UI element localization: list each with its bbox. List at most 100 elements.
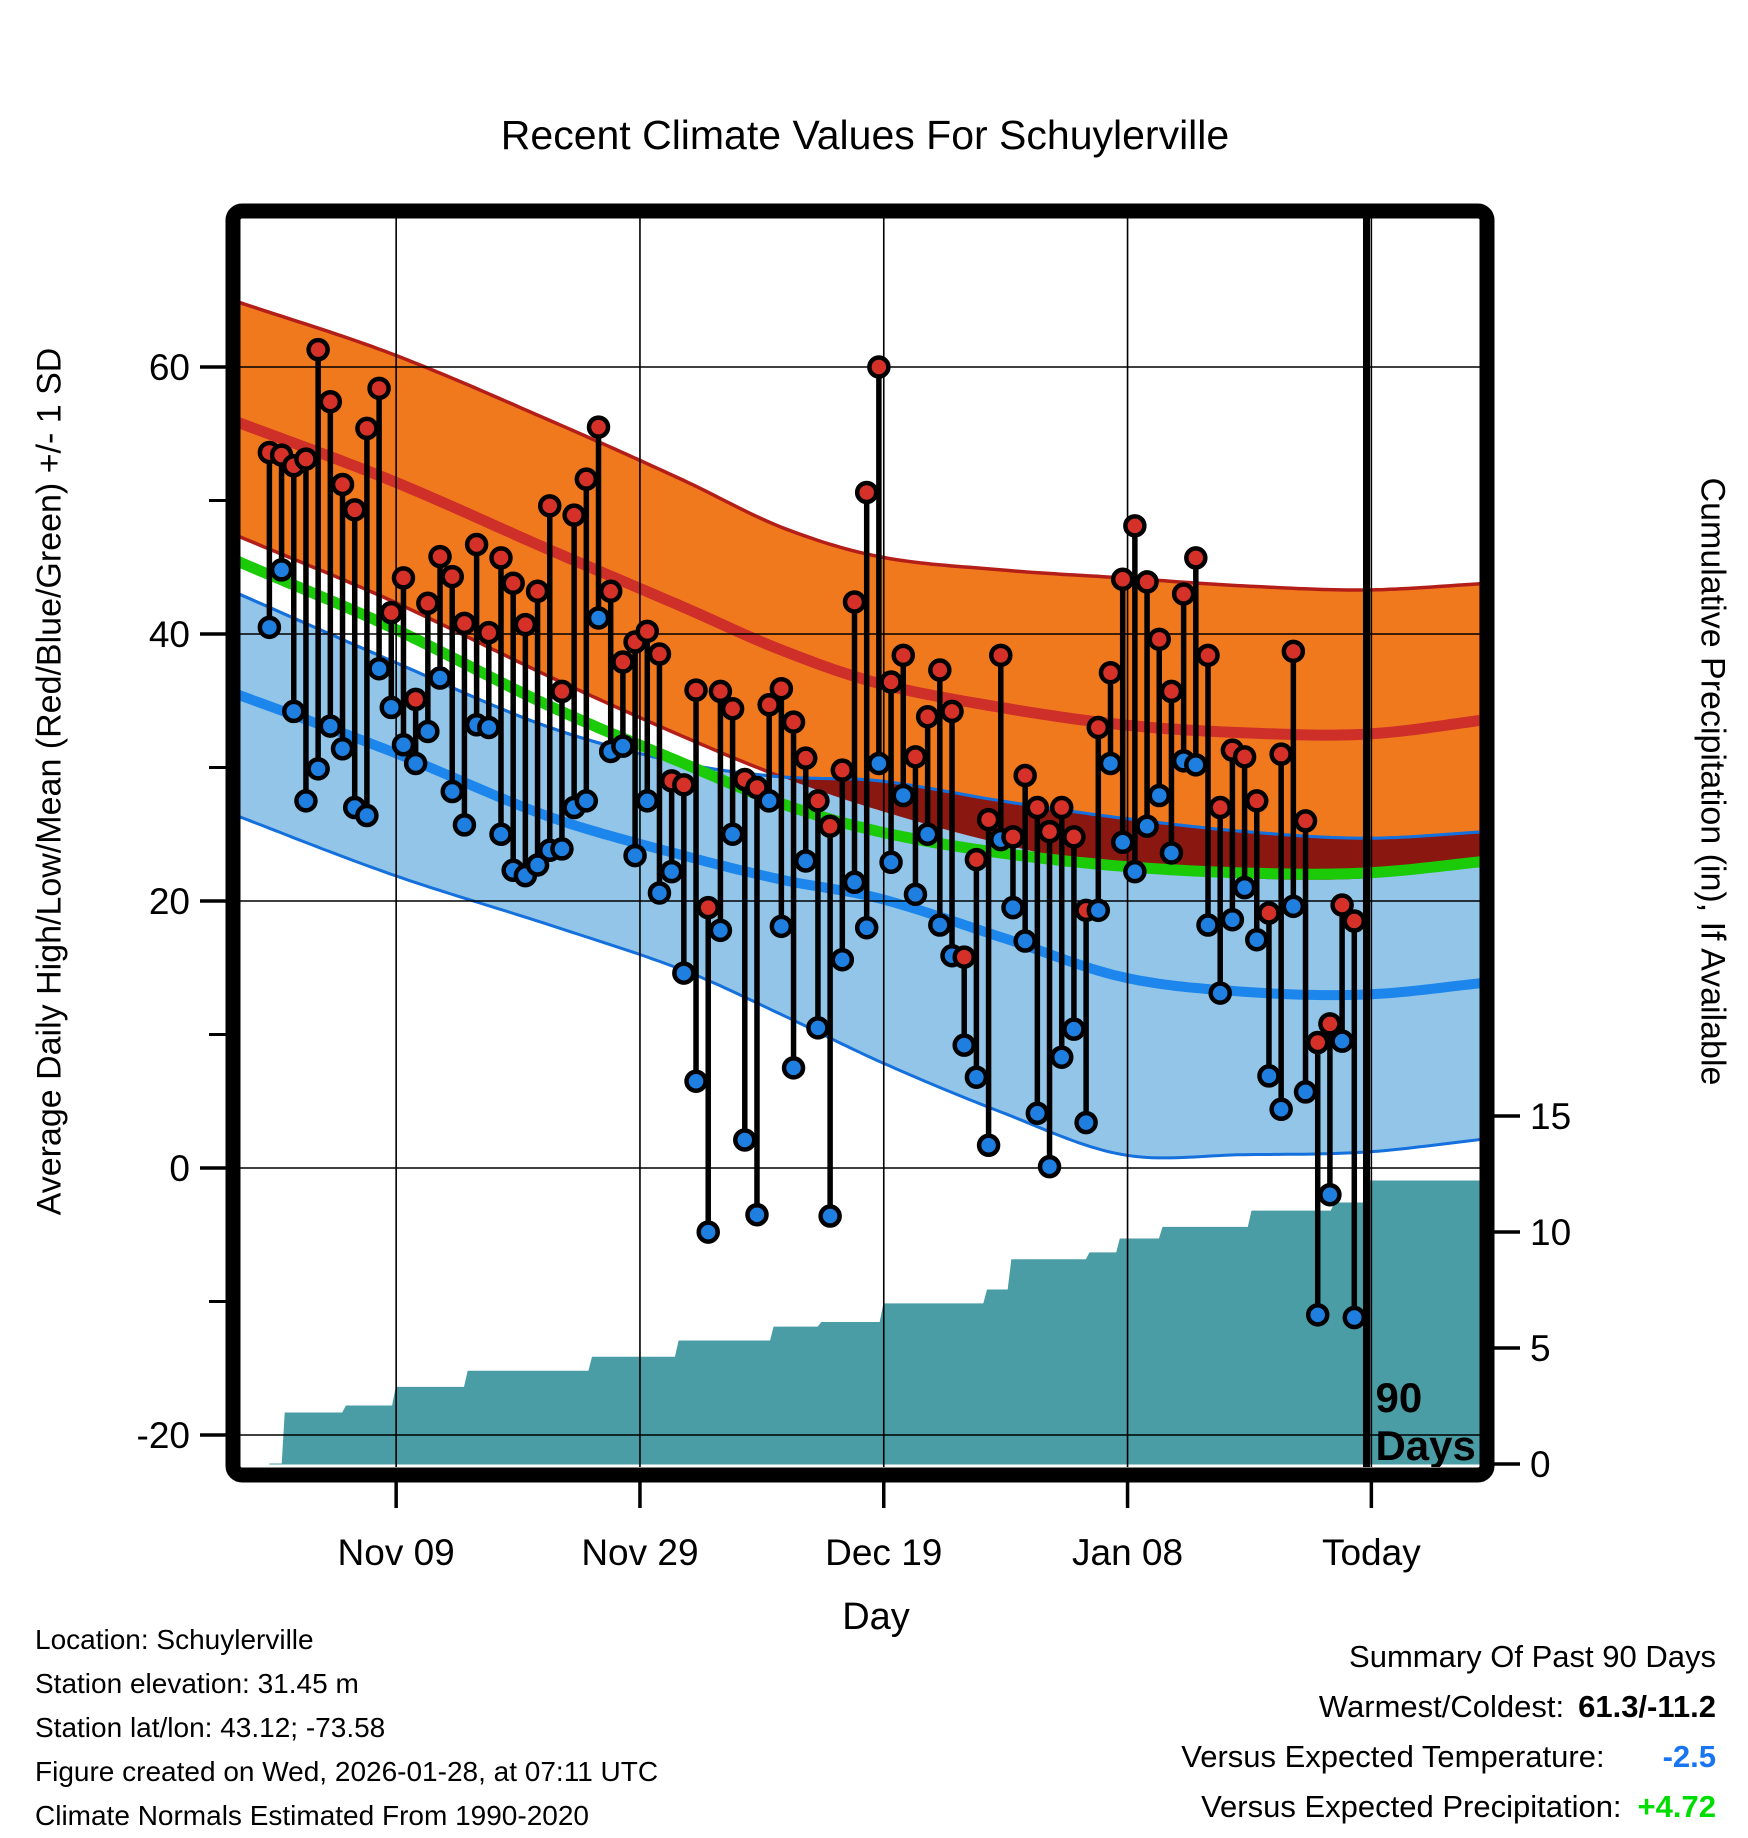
daily-stem [964,847,989,1089]
high-dot [842,590,867,614]
daily-stem [598,579,623,764]
low-dot [891,783,916,808]
ninety-day-label-line2: Days [1375,1422,1475,1469]
figure-created: Figure created on Wed, 2026-01-28, at 07… [35,1756,659,1787]
high-dot [1123,514,1147,538]
low-dot [1196,913,1220,937]
left-tick-label: 0 [169,1148,190,1189]
x-tick-label: Today [1322,1532,1421,1573]
low-dot [586,606,611,630]
expected-mean-line [240,556,1480,880]
low-dot [550,837,574,861]
daily-stem [501,571,525,883]
high-dot [1293,809,1318,833]
low-dot [745,1202,769,1227]
low-dot [1245,927,1269,952]
x-tick-label: Nov 29 [581,1532,698,1573]
daily-stem [635,619,660,813]
high-dot [1062,825,1086,849]
low-dot [1305,1303,1330,1327]
low-dot [867,751,891,776]
low-dot [1293,1080,1318,1104]
vs-precip-label: Versus Expected Precipitation: [1201,1789,1622,1824]
daily-stem [647,642,672,905]
high-dot [989,643,1013,668]
low-dot [672,961,696,985]
daily-stem [818,814,842,1228]
daily-stem [440,564,464,804]
daily-stem [1232,745,1257,900]
high-dot [403,687,428,712]
high-dot [891,643,916,668]
right-tick-label: 15 [1530,1096,1571,1137]
daily-stem [1293,809,1318,1104]
low-dot [379,695,404,720]
daily-stem [793,746,818,873]
daily-stem [806,789,830,1040]
summary-vs-precip: Versus Expected Precipitation: +4.72 [1181,1782,1716,1832]
low-dot [1013,929,1037,953]
daily-stem [489,546,513,846]
low-dot [1037,1154,1062,1179]
low-dot [428,666,452,690]
daily-stem [928,658,952,937]
daily-stems-group [257,337,1367,1330]
low-dot [355,803,379,828]
high-dot [867,355,891,379]
daily-stem [1208,795,1232,1005]
low-dot [306,757,330,781]
high-dot [928,658,952,682]
low-dot [1123,859,1147,884]
high-dot [440,564,464,589]
high-dot [1232,745,1257,769]
low-dot [1062,1017,1086,1041]
warmest-coldest-value: 61.3/-11.2 [1578,1689,1716,1724]
daily-stem [1062,825,1086,1041]
high-dot [342,498,367,522]
chart-title: Recent Climate Values For Schuylerville [500,112,1230,158]
daily-stem [342,498,367,820]
high-dot [1196,643,1220,668]
left-tick-label: 40 [149,614,190,655]
low-dot [330,737,355,761]
right-tick-label: 5 [1530,1328,1551,1369]
low-dot [696,1220,720,1244]
low-dot [915,822,940,846]
daily-stem [696,895,720,1244]
high-dot [1110,567,1135,592]
daily-stem [1220,738,1245,932]
low-dot [623,843,647,868]
low-dot [757,789,781,813]
high-dot [720,697,745,721]
high-dot [501,571,525,596]
low-dot [1074,1110,1098,1135]
daily-stem [1159,679,1184,865]
daily-stem [525,579,550,877]
cumulative-precip-area [269,1180,1480,1465]
high-dot [1037,819,1062,844]
low-dot [1330,1029,1354,1053]
summary-block: Summary Of Past 90 Days Warmest/Coldest:… [1181,1632,1716,1832]
high-dot [416,591,440,616]
daily-stem [854,480,879,940]
high-dot [769,676,794,701]
high-dot [306,337,330,362]
daily-stem [318,389,343,738]
low-dot [1269,1097,1293,1122]
low-dot [684,1069,708,1093]
high-dot [489,546,513,570]
daily-stem [452,611,477,837]
high-dot [1342,909,1367,933]
daily-stem [1013,763,1037,953]
low-dot [1184,753,1208,777]
high-dot [367,376,391,401]
expected-low-line [240,690,1480,1001]
daily-stem [1305,1030,1330,1327]
expected-high-line [240,417,1480,741]
daily-stem [1049,795,1074,1069]
low-dot [854,915,879,940]
high-dot [781,710,806,734]
high-dot [647,642,672,666]
